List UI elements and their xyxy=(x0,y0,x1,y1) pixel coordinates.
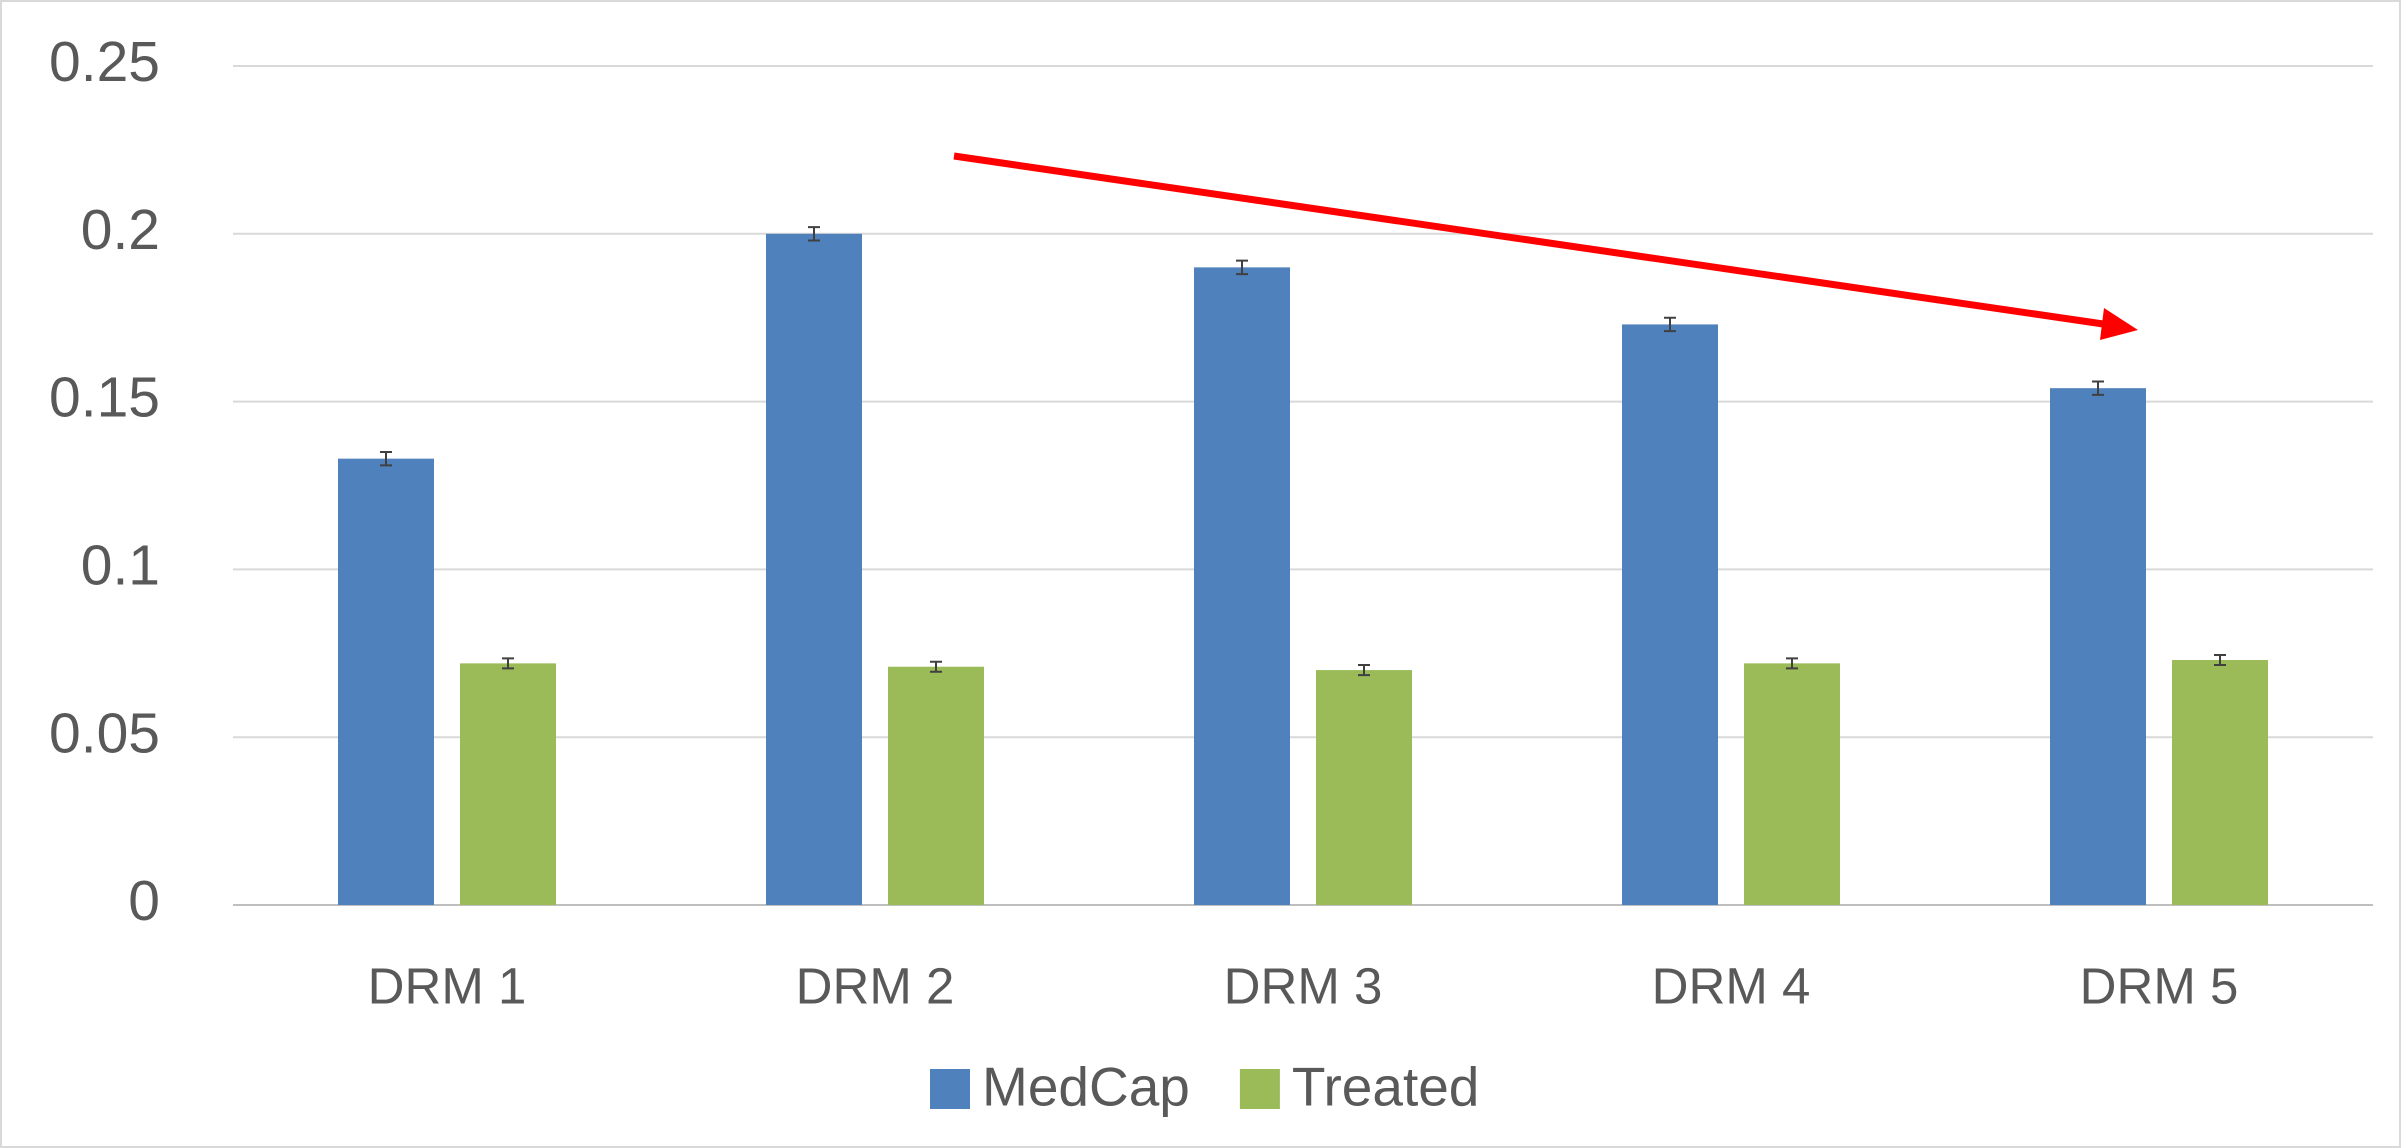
y-tick-label: 0.2 xyxy=(81,198,160,262)
error-bar xyxy=(1236,259,1248,276)
error-bar xyxy=(502,657,514,670)
bar xyxy=(338,458,434,905)
arrow-line xyxy=(953,152,2111,329)
y-tick-label: 0.05 xyxy=(49,701,160,765)
bar xyxy=(460,663,556,905)
bar xyxy=(2172,660,2268,905)
arrow-head xyxy=(2100,308,2138,340)
x-tick-label: DRM 1 xyxy=(368,957,527,1014)
x-tick-label: DRM 4 xyxy=(1652,957,1811,1014)
legend-label: MedCap xyxy=(982,1056,1190,1118)
error-bar xyxy=(1664,316,1676,333)
legend-swatch xyxy=(1239,1069,1280,1109)
legend-swatch xyxy=(930,1069,970,1109)
error-bar xyxy=(2092,380,2104,396)
error-bar xyxy=(380,450,392,467)
x-tick-label: DRM 2 xyxy=(796,957,955,1014)
bar xyxy=(1316,670,1412,905)
legend-label: Treated xyxy=(1292,1056,1480,1118)
error-bar xyxy=(1358,664,1370,677)
y-tick-label: 0 xyxy=(128,869,160,933)
bar xyxy=(1194,267,1290,905)
bar xyxy=(2050,388,2146,905)
x-tick-label: DRM 5 xyxy=(2080,957,2239,1014)
y-tick-label: 0.1 xyxy=(81,533,160,597)
y-tick-label: 0.15 xyxy=(49,366,160,430)
y-tick-label: 0.25 xyxy=(49,30,160,94)
error-bar xyxy=(2214,653,2226,667)
error-bar xyxy=(1786,657,1798,670)
bar xyxy=(766,233,862,906)
bar xyxy=(1622,324,1718,905)
x-tick-label: DRM 3 xyxy=(1224,957,1383,1014)
error-bar xyxy=(808,226,820,242)
trend-arrow xyxy=(953,152,2138,340)
bar xyxy=(888,666,984,905)
error-bar xyxy=(930,660,942,673)
bar xyxy=(1744,663,1840,905)
